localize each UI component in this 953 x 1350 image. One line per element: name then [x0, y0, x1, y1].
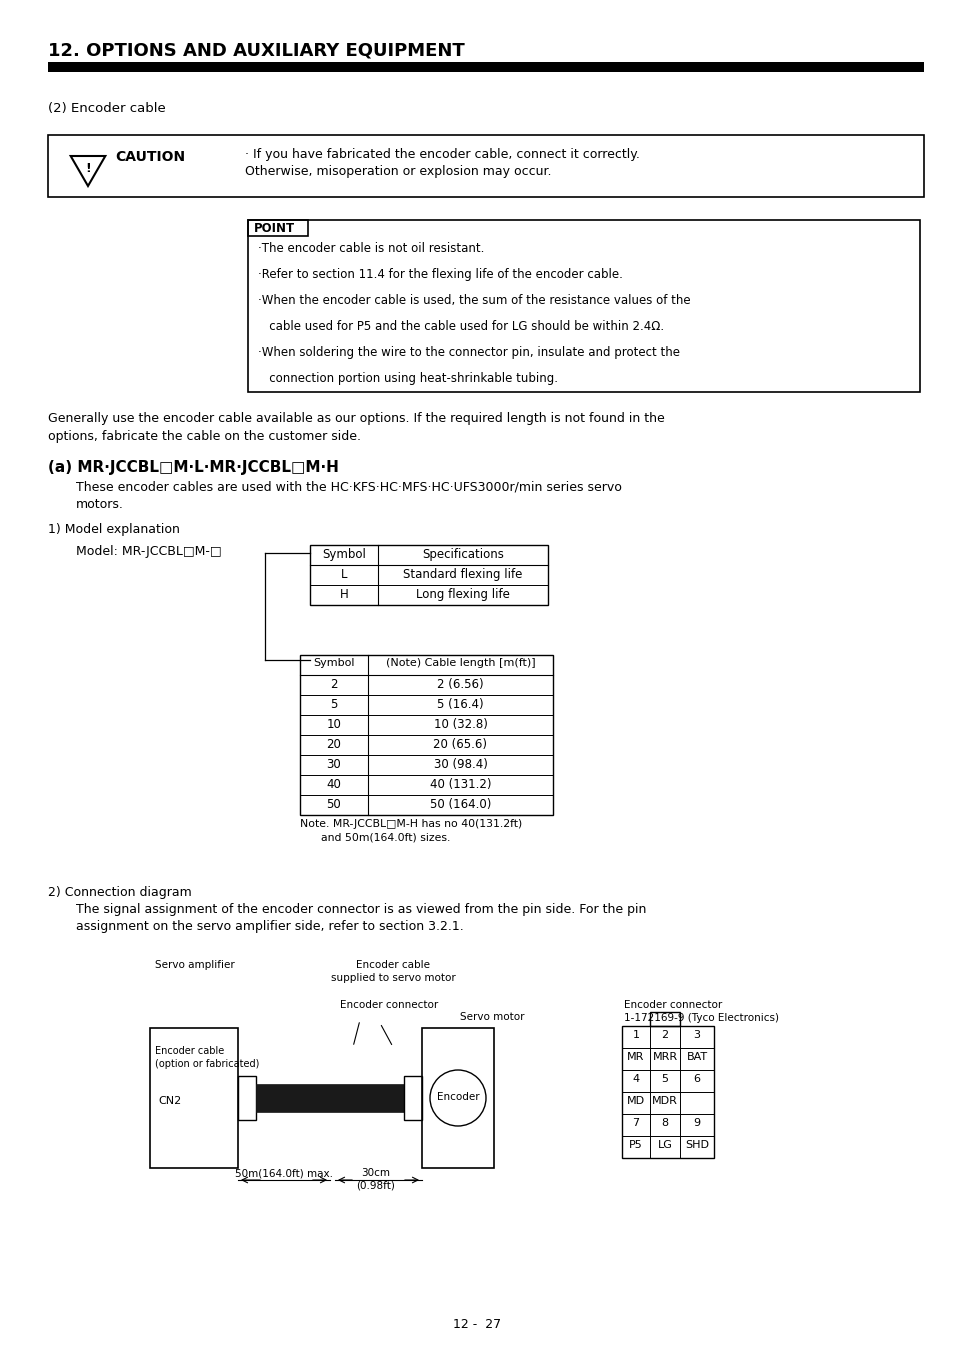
Text: (Note) Cable length [m(ft)]: (Note) Cable length [m(ft)]	[385, 657, 535, 668]
Text: 2 (6.56): 2 (6.56)	[436, 678, 483, 691]
Text: ·When the encoder cable is used, the sum of the resistance values of the: ·When the encoder cable is used, the sum…	[257, 294, 690, 306]
Text: 8: 8	[660, 1118, 668, 1129]
Text: MD: MD	[626, 1096, 644, 1106]
Text: Note. MR-JCCBL□M-H has no 40(131.2ft): Note. MR-JCCBL□M-H has no 40(131.2ft)	[299, 819, 521, 829]
Bar	[649, 1012, 679, 1026]
Text: Servo motor: Servo motor	[459, 1012, 524, 1022]
Text: MRR: MRR	[652, 1052, 677, 1062]
Text: motors.: motors.	[76, 498, 124, 512]
Text: 1) Model explanation: 1) Model explanation	[48, 522, 180, 536]
Text: 5: 5	[660, 1075, 668, 1084]
Text: 2) Connection diagram: 2) Connection diagram	[48, 886, 192, 899]
Text: CN2: CN2	[158, 1096, 181, 1106]
Text: assignment on the servo amplifier side, refer to section 3.2.1.: assignment on the servo amplifier side, …	[76, 919, 463, 933]
Bar	[150, 1027, 237, 1168]
Text: 9: 9	[693, 1118, 700, 1129]
Text: supplied to servo motor: supplied to servo motor	[331, 973, 455, 983]
Text: L: L	[340, 568, 347, 580]
Text: 3: 3	[693, 1030, 700, 1040]
Text: 12. OPTIONS AND AUXILIARY EQUIPMENT: 12. OPTIONS AND AUXILIARY EQUIPMENT	[48, 42, 464, 59]
Text: Encoder cable: Encoder cable	[355, 960, 430, 971]
Text: Symbol: Symbol	[313, 657, 355, 668]
Text: Servo amplifier: Servo amplifier	[154, 960, 234, 971]
Text: MR: MR	[627, 1052, 644, 1062]
Text: options, fabricate the cable on the customer side.: options, fabricate the cable on the cust…	[48, 431, 360, 443]
Text: CAUTION: CAUTION	[115, 150, 185, 163]
Text: 40: 40	[326, 778, 341, 791]
Text: (2) Encoder cable: (2) Encoder cable	[48, 103, 166, 115]
Bar	[421, 1027, 494, 1168]
Text: ·Refer to section 11.4 for the flexing life of the encoder cable.: ·Refer to section 11.4 for the flexing l…	[257, 269, 622, 281]
Text: !: !	[85, 162, 91, 174]
Bar	[48, 62, 923, 72]
Text: Otherwise, misoperation or explosion may occur.: Otherwise, misoperation or explosion may…	[245, 165, 551, 178]
Text: 40 (131.2): 40 (131.2)	[429, 778, 491, 791]
Text: 2: 2	[660, 1030, 668, 1040]
Text: 30 (98.4): 30 (98.4)	[433, 757, 487, 771]
Text: The signal assignment of the encoder connector is as viewed from the pin side. F: The signal assignment of the encoder con…	[76, 903, 646, 917]
Text: 2: 2	[330, 678, 337, 691]
Text: These encoder cables are used with the HC·KFS·HC·MFS·HC·UFS3000r/min series serv: These encoder cables are used with the H…	[76, 481, 621, 493]
Text: 50: 50	[326, 798, 341, 811]
Text: BAT: BAT	[686, 1052, 707, 1062]
Text: 1: 1	[632, 1030, 639, 1040]
Bar	[621, 1026, 713, 1158]
Bar	[248, 220, 308, 236]
Text: 12 -  27: 12 - 27	[453, 1318, 500, 1331]
Bar	[48, 135, 923, 197]
Text: H: H	[339, 589, 348, 601]
Text: 6: 6	[693, 1075, 700, 1084]
Text: 20 (65.6): 20 (65.6)	[433, 738, 487, 751]
Text: SHD: SHD	[684, 1139, 708, 1150]
Text: Long flexing life: Long flexing life	[416, 589, 510, 601]
Text: 10 (32.8): 10 (32.8)	[433, 718, 487, 730]
Text: LG: LG	[657, 1139, 672, 1150]
Text: 20: 20	[326, 738, 341, 751]
Text: POINT: POINT	[253, 221, 294, 235]
Text: ·The encoder cable is not oil resistant.: ·The encoder cable is not oil resistant.	[257, 242, 484, 255]
Text: MDR: MDR	[652, 1096, 678, 1106]
Text: Generally use the encoder cable available as our options. If the required length: Generally use the encoder cable availabl…	[48, 412, 664, 425]
Text: 5 (16.4): 5 (16.4)	[436, 698, 483, 711]
Text: Encoder cable: Encoder cable	[154, 1046, 224, 1056]
Bar	[255, 1084, 403, 1112]
Text: ·When soldering the wire to the connector pin, insulate and protect the: ·When soldering the wire to the connecto…	[257, 346, 679, 359]
Text: P5: P5	[628, 1139, 642, 1150]
Text: (option or fabricated): (option or fabricated)	[154, 1058, 259, 1069]
Text: (0.98ft): (0.98ft)	[356, 1180, 395, 1189]
Text: 30: 30	[326, 757, 341, 771]
Bar	[237, 1076, 255, 1120]
Text: Encoder: Encoder	[436, 1092, 478, 1102]
Text: connection portion using heat-shrinkable tubing.: connection portion using heat-shrinkable…	[257, 373, 558, 385]
Bar	[403, 1076, 421, 1120]
Text: Symbol: Symbol	[322, 548, 366, 562]
Text: 5: 5	[330, 698, 337, 711]
Text: 7: 7	[632, 1118, 639, 1129]
Text: 50 (164.0): 50 (164.0)	[430, 798, 491, 811]
Text: 30cm: 30cm	[361, 1168, 390, 1179]
Text: 4: 4	[632, 1075, 639, 1084]
Text: 1-172169-9 (Tyco Electronics): 1-172169-9 (Tyco Electronics)	[623, 1012, 779, 1023]
Bar	[248, 220, 919, 392]
Text: Specifications: Specifications	[421, 548, 503, 562]
Bar	[299, 655, 553, 815]
Text: Model: MR-JCCBL□M-□: Model: MR-JCCBL□M-□	[76, 545, 221, 558]
Bar	[310, 545, 547, 605]
Text: cable used for P5 and the cable used for LG should be within 2.4Ω.: cable used for P5 and the cable used for…	[257, 320, 663, 333]
Text: 50m(164.0ft) max.: 50m(164.0ft) max.	[234, 1168, 333, 1179]
Text: Standard flexing life: Standard flexing life	[403, 568, 522, 580]
Text: (a) MR·JCCBL□M·L·MR·JCCBL□M·H: (a) MR·JCCBL□M·L·MR·JCCBL□M·H	[48, 460, 338, 475]
Text: · If you have fabricated the encoder cable, connect it correctly.: · If you have fabricated the encoder cab…	[245, 148, 639, 161]
Text: and 50m(164.0ft) sizes.: and 50m(164.0ft) sizes.	[299, 833, 450, 842]
Text: Encoder connector: Encoder connector	[339, 1000, 437, 1010]
Text: Encoder connector: Encoder connector	[623, 1000, 721, 1010]
Text: 10: 10	[326, 718, 341, 730]
